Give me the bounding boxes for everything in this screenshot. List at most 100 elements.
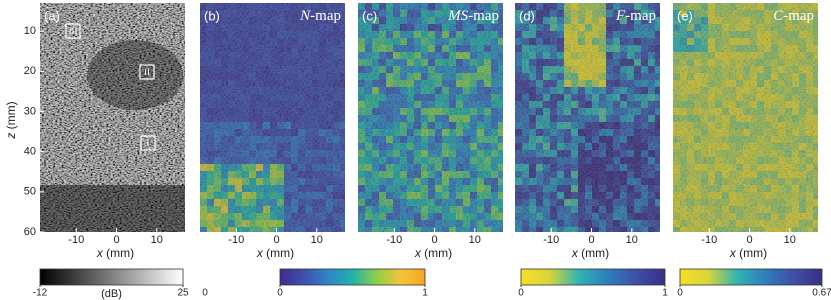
map-cell xyxy=(372,178,379,185)
map-cell xyxy=(729,10,736,17)
map-cell xyxy=(498,17,503,24)
map-cell xyxy=(463,164,470,171)
map-cell xyxy=(277,136,284,143)
map-cell xyxy=(564,199,571,206)
map-cell xyxy=(694,122,701,129)
map-cell xyxy=(340,87,345,94)
map-cell xyxy=(386,52,393,59)
map-cell xyxy=(764,87,771,94)
map-cell xyxy=(571,185,578,192)
map-cell xyxy=(687,87,694,94)
map-cell xyxy=(543,94,550,101)
map-cell xyxy=(256,17,263,24)
map-cell xyxy=(221,17,228,24)
map-cell xyxy=(340,115,345,122)
map-cell xyxy=(778,87,785,94)
map-cell xyxy=(585,192,592,199)
map-cell xyxy=(477,171,484,178)
map-cell xyxy=(785,94,792,101)
map-cell xyxy=(326,220,333,227)
map-cell xyxy=(613,192,620,199)
map-cell xyxy=(270,220,277,227)
map-cell xyxy=(687,129,694,136)
map-cell xyxy=(757,108,764,115)
map-cell xyxy=(708,87,715,94)
map-cell xyxy=(708,122,715,129)
map-cell xyxy=(400,157,407,164)
map-cell xyxy=(648,45,655,52)
map-cell xyxy=(578,185,585,192)
map-cell xyxy=(319,31,326,38)
map-cell xyxy=(750,227,757,232)
map-cell xyxy=(491,136,498,143)
map-cell xyxy=(757,143,764,150)
map-cell xyxy=(221,3,228,10)
map-cell xyxy=(599,129,606,136)
map-cell xyxy=(715,185,722,192)
map-cell xyxy=(743,171,750,178)
map-cell xyxy=(442,164,449,171)
map-cell xyxy=(379,94,386,101)
map-cell xyxy=(312,199,319,206)
map-cell xyxy=(200,73,207,80)
map-cell xyxy=(249,17,256,24)
map-cell xyxy=(449,192,456,199)
map-cell xyxy=(207,213,214,220)
map-cell xyxy=(214,220,221,227)
map-cell xyxy=(449,10,456,17)
map-cell xyxy=(529,227,536,232)
map-cell xyxy=(599,94,606,101)
map-cell xyxy=(529,108,536,115)
map-cell xyxy=(543,87,550,94)
map-cell xyxy=(291,129,298,136)
map-cell xyxy=(743,220,750,227)
map-cell xyxy=(613,108,620,115)
map-cell xyxy=(428,129,435,136)
map-cell xyxy=(778,38,785,45)
map-cell xyxy=(463,52,470,59)
map-cell xyxy=(386,3,393,10)
map-cell xyxy=(228,220,235,227)
map-cell xyxy=(242,143,249,150)
map-cell xyxy=(477,150,484,157)
map-cell xyxy=(463,73,470,80)
map-cell xyxy=(771,45,778,52)
map-cell xyxy=(365,3,372,10)
map-cell xyxy=(694,136,701,143)
map-cell xyxy=(379,199,386,206)
map-cell xyxy=(522,94,529,101)
map-cell xyxy=(235,171,242,178)
map-cell xyxy=(284,157,291,164)
map-cell xyxy=(242,192,249,199)
map-cell xyxy=(543,227,550,232)
map-cell xyxy=(277,10,284,17)
map-cell xyxy=(757,171,764,178)
map-cell xyxy=(757,206,764,213)
map-cell xyxy=(592,143,599,150)
x-axis-label: x (mm) xyxy=(729,246,767,260)
map-cell xyxy=(305,220,312,227)
map-cell xyxy=(270,59,277,66)
panel-label: (e) xyxy=(677,8,693,23)
map-cell xyxy=(442,150,449,157)
map-cell xyxy=(428,3,435,10)
map-cell xyxy=(256,80,263,87)
map-cell xyxy=(372,206,379,213)
map-cell xyxy=(729,59,736,66)
map-cell xyxy=(393,45,400,52)
map-cell xyxy=(484,122,491,129)
map-cell xyxy=(813,227,818,232)
map-cell xyxy=(319,80,326,87)
map-cell xyxy=(694,101,701,108)
map-cell xyxy=(249,3,256,10)
map-cell xyxy=(379,220,386,227)
map-cell xyxy=(414,94,421,101)
map-cell xyxy=(200,38,207,45)
map-cell xyxy=(305,10,312,17)
map-cell xyxy=(256,157,263,164)
map-cell xyxy=(648,213,655,220)
map-cell xyxy=(785,199,792,206)
map-cell xyxy=(298,220,305,227)
map-cell xyxy=(256,150,263,157)
map-cell xyxy=(498,150,503,157)
